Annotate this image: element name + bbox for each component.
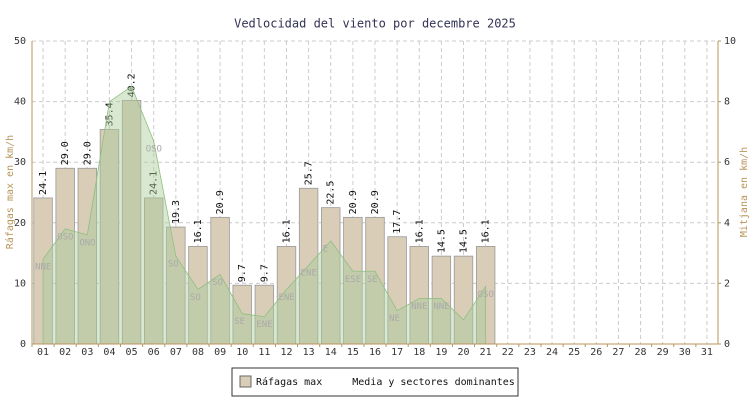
y-tick-label: 40 — [14, 97, 26, 108]
x-tick-label: 25 — [568, 347, 580, 358]
x-tick-label: 21 — [480, 347, 492, 358]
x-tick-label: 30 — [679, 347, 691, 358]
x-tick-label: 22 — [502, 347, 514, 358]
x-tick-label: 13 — [303, 347, 315, 358]
sector-label: NNE — [411, 302, 427, 312]
x-tick-label: 15 — [347, 347, 359, 358]
sector-label: SE — [234, 317, 245, 327]
x-tick-label: 07 — [170, 347, 182, 358]
value-label: 40.2 — [127, 73, 138, 97]
sector-label: ENE — [278, 293, 294, 303]
y-tick-label: 30 — [14, 157, 26, 168]
x-tick-label: 17 — [391, 347, 403, 358]
legend-label: Ráfagas max — [256, 376, 322, 388]
y-tick-label: 10 — [14, 278, 26, 289]
sector-label: NE — [389, 314, 400, 324]
value-label: 16.1 — [414, 219, 425, 243]
sector-label: ENE — [256, 320, 272, 330]
x-tick-label: 01 — [37, 347, 49, 358]
x-tick-label: 31 — [701, 347, 713, 358]
value-label: 9.7 — [259, 264, 270, 282]
value-label: 20.9 — [348, 190, 359, 214]
value-label: 25.7 — [304, 161, 315, 185]
value-label: 14.5 — [436, 229, 447, 253]
value-label: 20.9 — [370, 190, 381, 214]
value-label: 16.1 — [281, 219, 292, 243]
y2-tick-label: 4 — [724, 218, 730, 229]
value-label: 29.0 — [82, 141, 93, 165]
value-label: 24.1 — [149, 171, 160, 195]
legend-label: Media y sectores dominantes — [352, 377, 515, 388]
sector-label: E — [323, 244, 328, 254]
sector-label: OSO — [146, 144, 162, 154]
sector-label: NNE — [35, 263, 51, 273]
x-tick-label: 19 — [435, 347, 447, 358]
y-axis-label: Ráfagas max en km/h — [4, 135, 16, 249]
x-tick-label: 08 — [192, 347, 204, 358]
x-tick-label: 09 — [214, 347, 226, 358]
x-tick-label: 05 — [126, 347, 138, 358]
value-label: 9.7 — [237, 264, 248, 282]
sector-label: ESE — [345, 275, 361, 285]
y2-tick-label: 8 — [724, 97, 730, 108]
value-label: 14.5 — [459, 229, 470, 253]
value-label: 16.1 — [481, 219, 492, 243]
y2-tick-label: 6 — [724, 157, 730, 168]
x-tick-label: 27 — [612, 347, 624, 358]
x-tick-label: 10 — [236, 347, 248, 358]
sector-label: SO — [212, 278, 223, 288]
y-tick-label: 0 — [20, 339, 26, 350]
x-tick-label: 16 — [369, 347, 381, 358]
x-tick-label: 12 — [280, 347, 292, 358]
x-tick-label: 11 — [258, 347, 270, 358]
x-tick-label: 14 — [325, 347, 337, 358]
sector-label: ENE — [301, 269, 317, 279]
value-label: 20.9 — [215, 190, 226, 214]
value-label: 35.4 — [104, 102, 115, 126]
sector-label: SO — [168, 260, 179, 270]
sector-label: OSO — [57, 232, 73, 242]
sector-label: SO — [190, 293, 201, 303]
sector-label: ONO — [79, 238, 95, 248]
sector-label: OSO — [478, 290, 494, 300]
x-tick-label: 20 — [457, 347, 469, 358]
x-tick-label: 26 — [590, 347, 602, 358]
y2-tick-label: 0 — [724, 339, 730, 350]
x-tick-label: 06 — [148, 347, 160, 358]
sector-label: NNE — [433, 302, 449, 312]
value-label: 19.3 — [171, 200, 182, 224]
y2-axis-label: Mitjana en km/h — [739, 147, 750, 237]
value-label: 22.5 — [326, 181, 337, 205]
x-tick-label: 03 — [81, 347, 93, 358]
x-tick-label: 28 — [635, 347, 647, 358]
value-label: 17.7 — [392, 210, 403, 234]
area — [42, 85, 487, 345]
value-label: 24.1 — [38, 171, 49, 195]
x-tick-label: 02 — [59, 347, 71, 358]
x-tick-label: 23 — [524, 347, 536, 358]
chart-title: Vedlocidad del viento por decembre 2025 — [234, 17, 516, 31]
x-tick-label: 04 — [103, 347, 115, 358]
value-label: 16.1 — [193, 219, 204, 243]
x-tick-label: 24 — [546, 347, 558, 358]
legend-swatch — [239, 375, 252, 388]
value-label: 29.0 — [60, 141, 71, 165]
legend-box — [231, 367, 519, 397]
sector-label: SE — [367, 275, 378, 285]
x-tick-label: 29 — [657, 347, 669, 358]
y2-tick-label: 2 — [724, 278, 730, 289]
y-tick-label: 20 — [14, 218, 26, 229]
y-tick-label: 50 — [14, 36, 26, 47]
x-tick-label: 18 — [413, 347, 425, 358]
y2-tick-label: 10 — [724, 36, 736, 47]
